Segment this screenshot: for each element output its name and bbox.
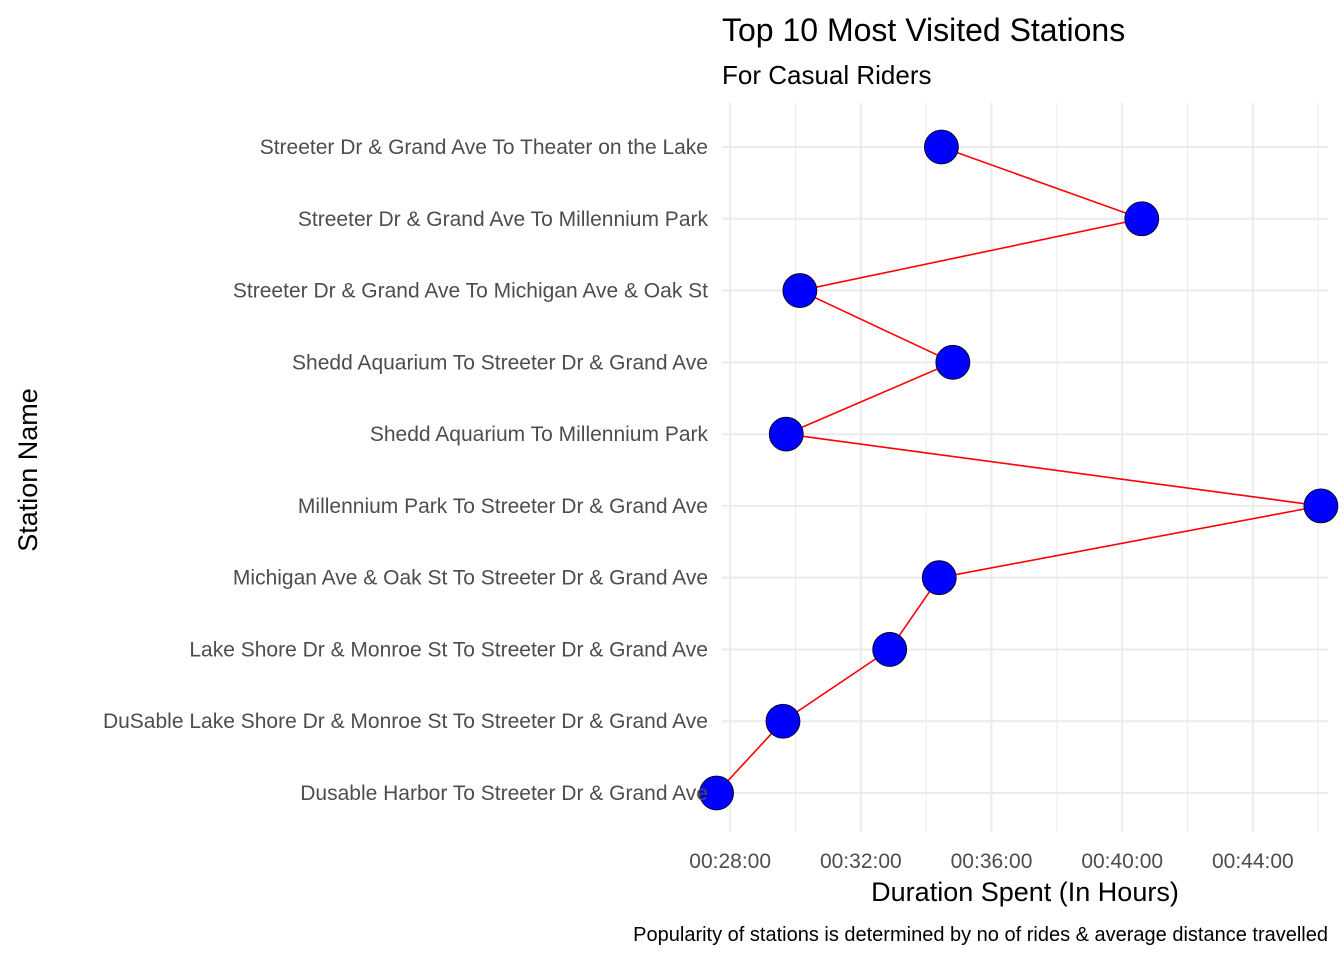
y-tick-label: Streeter Dr & Grand Ave To Michigan Ave … (233, 280, 708, 303)
data-point (921, 560, 957, 596)
x-tick-label: 00:36:00 (951, 850, 1033, 873)
x-axis-title: Duration Spent (In Hours) (871, 877, 1179, 907)
y-tick-label: Michigan Ave & Oak St To Streeter Dr & G… (233, 567, 708, 590)
y-axis-title: Station Name (13, 388, 43, 552)
y-tick-label: Millennium Park To Streeter Dr & Grand A… (298, 495, 708, 518)
chart-subtitle: For Casual Riders (722, 60, 932, 90)
data-point (768, 416, 804, 452)
y-tick-label: Lake Shore Dr & Monroe St To Streeter Dr… (189, 638, 708, 661)
data-point (924, 129, 959, 165)
x-tick-label: 00:40:00 (1081, 850, 1163, 873)
data-point (782, 273, 818, 308)
series-line (716, 146, 1322, 794)
x-tick-label: 00:32:00 (820, 850, 902, 873)
chart-caption: Popularity of stations is determined by … (633, 924, 1328, 946)
y-tick-label: Shedd Aquarium To Streeter Dr & Grand Av… (292, 351, 708, 374)
data-point (1124, 201, 1160, 237)
x-tick-label: 00:28:00 (689, 850, 771, 873)
x-tick-labels: 00:28:00 00:32:00 00:36:00 00:40:00 00:44:00 (689, 850, 1293, 873)
y-tick-label: Dusable Harbor To Streeter Dr & Grand Av… (300, 782, 708, 805)
data-point (765, 703, 801, 739)
y-tick-label: Streeter Dr & Grand Ave To Millennium Pa… (298, 208, 709, 231)
series (699, 129, 1339, 811)
data-point (699, 775, 734, 811)
x-tick-label: 00:44:00 (1212, 850, 1294, 873)
data-point (1303, 488, 1339, 524)
y-tick-labels: Dusable Harbor To Streeter Dr & Grand Av… (103, 136, 709, 805)
chart-title: Top 10 Most Visited Stations (722, 12, 1125, 48)
grid (722, 103, 1328, 832)
y-tick-label: Streeter Dr & Grand Ave To Theater on th… (260, 136, 708, 159)
y-tick-label: DuSable Lake Shore Dr & Monroe St To Str… (103, 710, 708, 733)
data-point (935, 344, 971, 380)
data-point (872, 632, 908, 667)
y-tick-label: Shedd Aquarium To Millennium Park (370, 423, 709, 446)
